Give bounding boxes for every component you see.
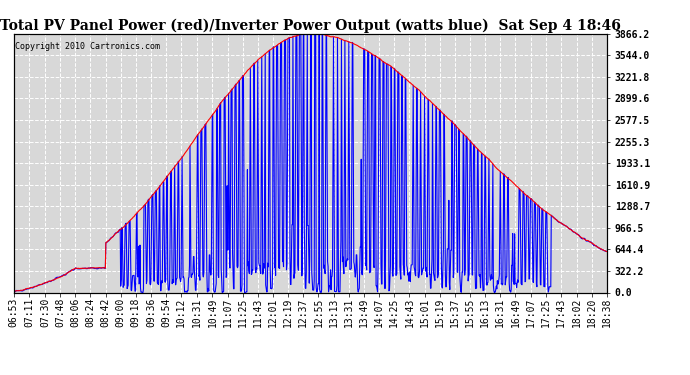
Text: Copyright 2010 Cartronics.com: Copyright 2010 Cartronics.com [15, 42, 160, 51]
Title: Total PV Panel Power (red)/Inverter Power Output (watts blue)  Sat Sep 4 18:46: Total PV Panel Power (red)/Inverter Powe… [0, 18, 621, 33]
